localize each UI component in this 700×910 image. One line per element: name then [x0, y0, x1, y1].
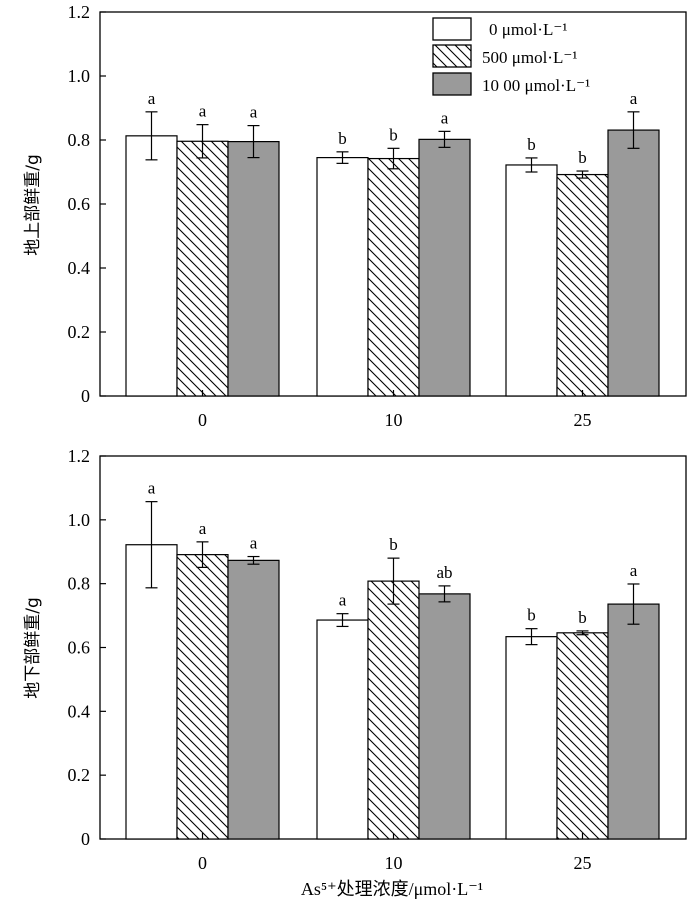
significance-label: b — [578, 148, 587, 167]
bar — [367, 157, 420, 397]
x-tick-label: 10 — [385, 853, 403, 873]
y-tick-label: 0.8 — [68, 574, 91, 594]
significance-label: ab — [436, 563, 452, 582]
bar — [176, 140, 229, 397]
legend-label-2: 10 00 μmol·L⁻¹ — [482, 76, 590, 95]
bar — [176, 554, 229, 840]
y-tick-label: 0.6 — [68, 638, 91, 658]
bar — [227, 141, 280, 397]
y-axis-label-bottom: 地下部鲜重/g — [23, 597, 43, 699]
significance-label: a — [630, 561, 638, 580]
legend-label-1: 500 μmol·L⁻¹ — [482, 48, 577, 67]
significance-label: a — [199, 102, 207, 121]
significance-label: a — [148, 479, 156, 498]
legend-swatch-2 — [432, 72, 472, 96]
bar — [556, 632, 609, 840]
significance-label: a — [339, 591, 347, 610]
y-tick-label: 1.0 — [68, 510, 91, 530]
legend-label-0: 0 μmol·L⁻¹ — [489, 20, 567, 39]
chart-top: 地上部鲜重/g 0 μmol·L⁻¹ 500 μmol·L⁻¹ 10 00 μm… — [23, 2, 687, 430]
y-tick-label: 0.4 — [68, 701, 91, 721]
significance-label: a — [250, 103, 258, 122]
bar — [227, 559, 280, 840]
y-axis-label-top: 地上部鲜重/g — [23, 154, 43, 256]
bar — [125, 135, 178, 397]
y-tick-label: 0.2 — [68, 322, 91, 342]
legend-swatch-0 — [432, 17, 472, 41]
bar — [367, 580, 420, 840]
significance-label: a — [199, 519, 207, 538]
y-tick-label: 1.0 — [68, 66, 91, 86]
bar — [556, 173, 609, 397]
y-tick-label: 1.2 — [68, 446, 91, 466]
significance-label: a — [441, 108, 449, 127]
x-tick-label: 10 — [385, 410, 403, 430]
bar — [316, 619, 369, 840]
significance-label: a — [250, 534, 258, 553]
bar — [316, 157, 369, 397]
y-tick-label: 0.8 — [68, 130, 91, 150]
bar — [505, 636, 558, 840]
y-tick-label: 0 — [81, 386, 90, 406]
x-tick-label: 25 — [574, 853, 592, 873]
y-tick-label: 0.2 — [68, 765, 91, 785]
y-tick-label: 0.6 — [68, 194, 91, 214]
significance-label: b — [578, 608, 587, 627]
x-tick-label: 0 — [198, 410, 207, 430]
bar — [418, 138, 471, 397]
y-tick-label: 0.4 — [68, 258, 91, 278]
legend-swatch-1 — [432, 44, 472, 68]
bar — [505, 164, 558, 397]
x-tick-label: 25 — [574, 410, 592, 430]
significance-label: b — [338, 129, 347, 148]
significance-label: a — [148, 89, 156, 108]
significance-label: a — [630, 89, 638, 108]
significance-label: b — [527, 606, 536, 625]
significance-label: b — [527, 135, 536, 154]
significance-label: b — [389, 535, 398, 554]
y-tick-label: 1.2 — [68, 2, 91, 22]
x-tick-label: 0 — [198, 853, 207, 873]
significance-label: b — [389, 125, 398, 144]
x-axis-label: As⁵⁺处理浓度/μmol·L⁻¹ — [301, 879, 483, 899]
bar — [125, 544, 178, 840]
legend: 0 μmol·L⁻¹ 500 μmol·L⁻¹ 10 00 μmol·L⁻¹ — [432, 17, 590, 96]
y-tick-label: 0 — [81, 829, 90, 849]
bar — [607, 129, 660, 397]
bar — [418, 593, 471, 840]
bar — [607, 603, 660, 840]
